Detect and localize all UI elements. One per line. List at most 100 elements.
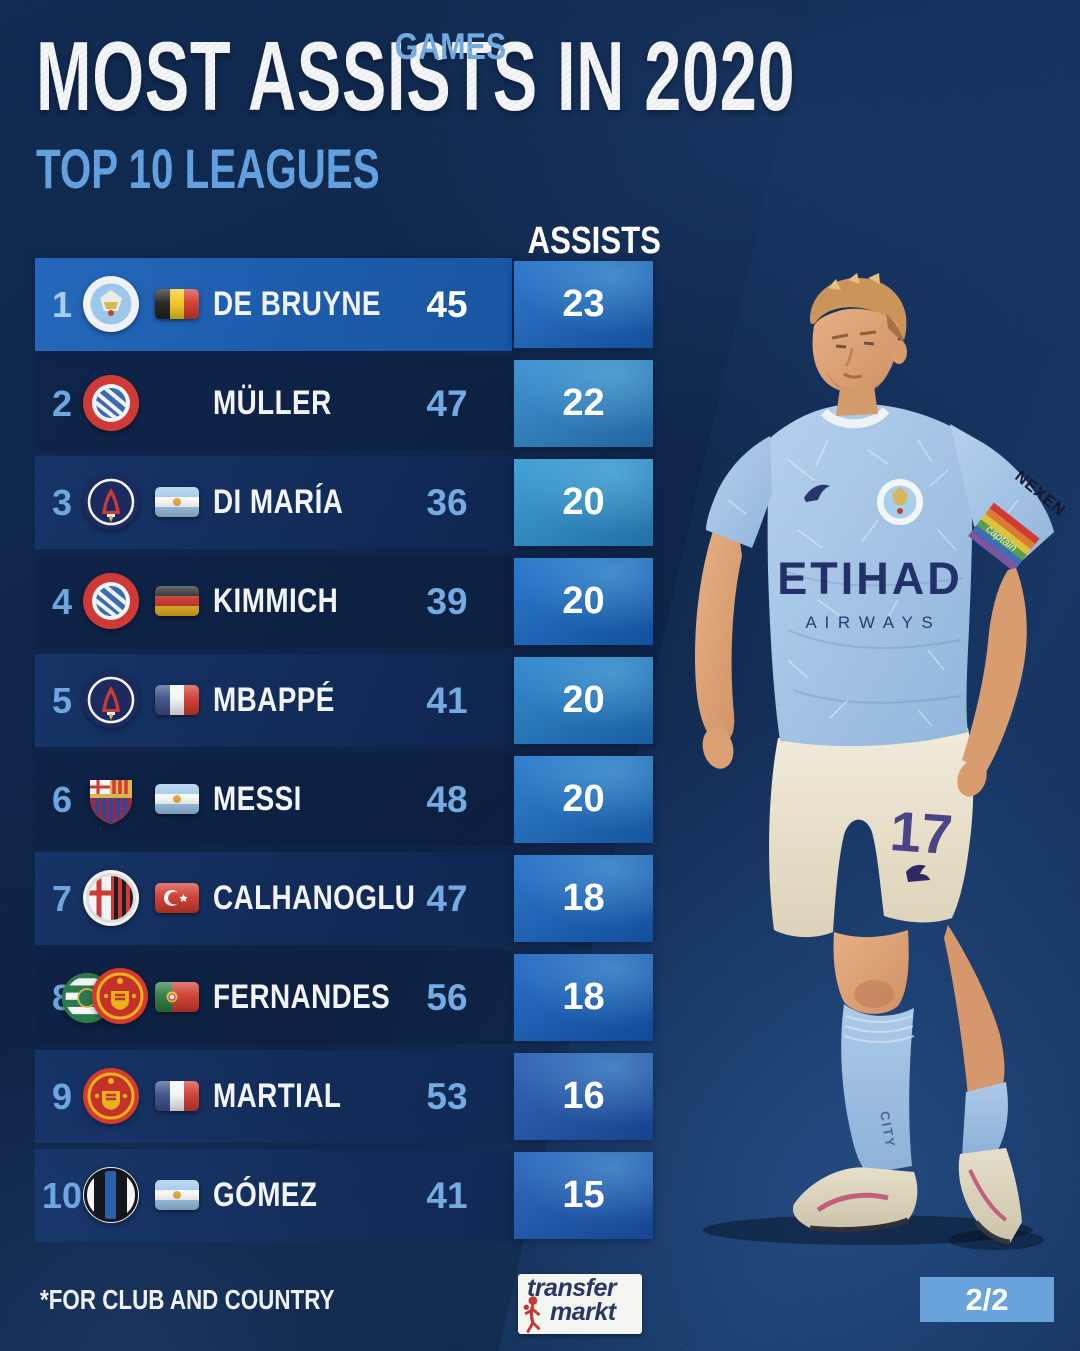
row-panel: 1 DE BRUYNE 45 bbox=[35, 258, 512, 351]
club-crest-group bbox=[79, 569, 143, 633]
nationality-flag-slot bbox=[155, 487, 199, 517]
club-crest-ac-milan bbox=[82, 869, 140, 927]
player-name: CALHANOGLU bbox=[213, 879, 416, 917]
flag-belgium bbox=[155, 289, 199, 319]
row-panel: 9 MARTIAL 53 bbox=[35, 1050, 512, 1143]
table-row: 5 MBAPPÉ 41 20 bbox=[35, 654, 653, 747]
boot-swoosh-right bbox=[816, 1192, 889, 1213]
nationality-flag-slot bbox=[155, 883, 199, 913]
player-name: MBAPPÉ bbox=[213, 681, 335, 719]
rank-number: 6 bbox=[51, 779, 73, 820]
puma-logo-chest bbox=[804, 484, 830, 502]
transfermarkt-logo: transfer markt bbox=[518, 1274, 642, 1334]
player-left-sock bbox=[962, 1082, 1008, 1156]
nationality-flag-slot bbox=[155, 784, 199, 814]
row-panel: 3 DI MARÍA 36 bbox=[35, 456, 512, 549]
player-right-arm bbox=[694, 528, 742, 743]
assists-value: 15 bbox=[562, 1174, 605, 1216]
player-name: MÜLLER bbox=[213, 384, 332, 422]
assists-cell: 20 bbox=[514, 657, 653, 744]
table-row: 8 FERNANDES 56 18 bbox=[35, 951, 653, 1044]
assists-cell: 18 bbox=[514, 954, 653, 1041]
nationality-flag-slot bbox=[155, 982, 199, 1012]
nationality-flag-slot bbox=[155, 1180, 199, 1210]
row-panel: 7 CALHANOGLU 47 bbox=[35, 852, 512, 945]
games-value: 47 bbox=[426, 878, 468, 919]
flag-france bbox=[155, 685, 199, 715]
table-row: 6 MESSI 48 20 bbox=[35, 753, 653, 846]
row-panel: 4 KIMMICH 39 bbox=[35, 555, 512, 648]
sock-text: CITY bbox=[877, 1110, 898, 1150]
player-shorts bbox=[769, 728, 974, 938]
rainbow-captain-armband: captain bbox=[968, 502, 1040, 572]
flag-turkey bbox=[155, 883, 199, 913]
player-name: MARTIAL bbox=[213, 1077, 342, 1115]
player-right-sleeve bbox=[706, 436, 772, 548]
flag-argentina bbox=[155, 1180, 199, 1210]
club-crest-bayern-munich bbox=[82, 572, 140, 630]
rank-number: 10 bbox=[41, 1175, 83, 1216]
flag-france bbox=[155, 1081, 199, 1111]
jersey-creases bbox=[782, 569, 964, 704]
games-value: 47 bbox=[426, 383, 468, 424]
boot-sole-left bbox=[974, 1220, 1011, 1245]
club-crest-manchester-united bbox=[91, 967, 149, 1025]
knee-shading bbox=[854, 980, 894, 1008]
assists-value: 16 bbox=[562, 1075, 605, 1117]
player-left-leg bbox=[944, 925, 1005, 1096]
nationality-flag-slot bbox=[155, 685, 199, 715]
player-right-hand bbox=[702, 727, 734, 769]
player-photo-illustration: 17 ETIHAD A I R W A Y S NEXEN bbox=[694, 273, 1068, 1250]
assists-cell: 20 bbox=[514, 756, 653, 843]
assists-cell: 22 bbox=[514, 360, 653, 447]
assists-cell: 20 bbox=[514, 558, 653, 645]
flag-argentina bbox=[155, 487, 199, 517]
assists-cell: 23 bbox=[514, 261, 653, 348]
player-name: DI MARÍA bbox=[213, 483, 344, 521]
table-row: 2 MÜLLER 47 22 bbox=[35, 357, 653, 450]
footnote: *FOR CLUB AND COUNTRY bbox=[40, 1284, 335, 1315]
assists-value: 20 bbox=[562, 679, 605, 721]
table-row: 4 KIMMICH 39 20 bbox=[35, 555, 653, 648]
row-panel: 10 GÓMEZ 41 bbox=[35, 1149, 512, 1242]
assists-value: 18 bbox=[562, 976, 605, 1018]
table-row: 3 DI MARÍA 36 20 bbox=[35, 456, 653, 549]
page-title: MOST ASSISTS IN 2020 bbox=[36, 21, 796, 131]
jersey-collar bbox=[820, 406, 890, 429]
table-row: 7 CALHANOGLU 47 18 bbox=[35, 852, 653, 945]
club-crest-group bbox=[61, 965, 148, 1029]
player-head bbox=[810, 273, 907, 416]
puma-logo-shorts bbox=[906, 864, 930, 882]
games-value: 53 bbox=[426, 1076, 468, 1117]
flag-germany bbox=[155, 586, 199, 616]
club-crest-group bbox=[79, 470, 143, 534]
assists-value: 23 bbox=[562, 283, 605, 325]
leaderboard-rows: 1 DE BRUYNE 45 23 2 MÜLLER 47 22 bbox=[35, 258, 653, 1242]
club-crest-psg bbox=[82, 473, 140, 531]
assists-value: 20 bbox=[562, 580, 605, 622]
assists-cell: 15 bbox=[514, 1152, 653, 1239]
nationality-flag-slot bbox=[155, 289, 199, 319]
flag-argentina bbox=[155, 784, 199, 814]
club-crest-group bbox=[79, 767, 143, 831]
table-row: 10 GÓMEZ 41 15 bbox=[35, 1149, 653, 1242]
shirt-sponsor-line2: A I R W A Y S bbox=[805, 613, 934, 632]
club-crest-group bbox=[79, 668, 143, 732]
kicker-figure-icon bbox=[523, 1296, 541, 1334]
shirt-sponsor-line1: ETIHAD bbox=[777, 553, 963, 604]
games-value: 45 bbox=[426, 284, 468, 325]
boot-sole-right bbox=[809, 1217, 909, 1233]
page-subtitle: TOP 10 LEAGUES bbox=[36, 137, 380, 200]
player-left-hand bbox=[957, 759, 987, 797]
row-panel: 8 FERNANDES 56 bbox=[35, 951, 512, 1044]
games-value: 41 bbox=[426, 680, 468, 721]
club-crest-atalanta bbox=[82, 1166, 140, 1224]
row-panel: 5 MBAPPÉ 41 bbox=[35, 654, 512, 747]
player-name: DE BRUYNE bbox=[213, 285, 381, 323]
flag-portugal bbox=[155, 982, 199, 1012]
man-city-crest-on-shirt bbox=[877, 479, 923, 525]
player-name: KIMMICH bbox=[213, 582, 339, 620]
shorts-number: 17 bbox=[888, 799, 955, 866]
player-name: FERNANDES bbox=[213, 978, 391, 1016]
